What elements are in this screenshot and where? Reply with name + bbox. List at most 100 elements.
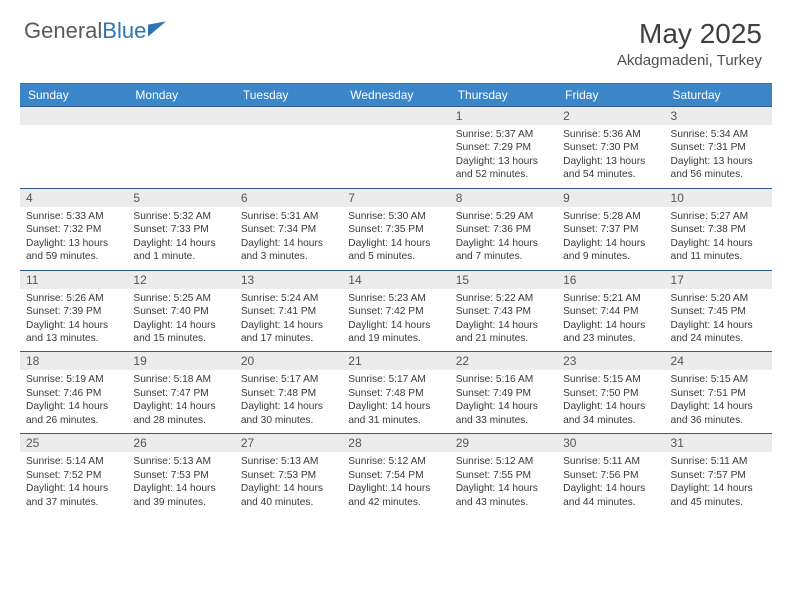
day-body: Sunrise: 5:25 AMSunset: 7:40 PMDaylight:… (127, 289, 234, 352)
logo-text-general: General (24, 18, 102, 43)
day-daylight2: and 1 minute. (133, 250, 228, 263)
day-number-bar: . (127, 106, 234, 125)
day-number: 10 (671, 191, 766, 205)
day-daylight2: and 44 minutes. (563, 496, 658, 509)
day-sunrise: Sunrise: 5:15 AM (563, 373, 658, 386)
day-body: Sunrise: 5:28 AMSunset: 7:37 PMDaylight:… (557, 207, 664, 270)
day-number-bar: 24 (665, 351, 772, 370)
day-daylight1: Daylight: 14 hours (348, 319, 443, 332)
calendar-day-cell: 13Sunrise: 5:24 AMSunset: 7:41 PMDayligh… (235, 270, 342, 352)
day-sunset: Sunset: 7:30 PM (563, 141, 658, 154)
day-body: Sunrise: 5:12 AMSunset: 7:55 PMDaylight:… (450, 452, 557, 515)
day-sunrise: Sunrise: 5:34 AM (671, 128, 766, 141)
day-sunrise: Sunrise: 5:36 AM (563, 128, 658, 141)
day-sunset: Sunset: 7:45 PM (671, 305, 766, 318)
day-number: 15 (456, 273, 551, 287)
day-daylight2: and 33 minutes. (456, 414, 551, 427)
day-body (127, 125, 234, 185)
day-sunset: Sunset: 7:56 PM (563, 469, 658, 482)
day-number: 18 (26, 354, 121, 368)
day-number-bar: 16 (557, 270, 664, 289)
location-subtitle: Akdagmadeni, Turkey (617, 52, 762, 69)
day-daylight2: and 7 minutes. (456, 250, 551, 263)
day-daylight1: Daylight: 14 hours (563, 482, 658, 495)
day-sunset: Sunset: 7:48 PM (348, 387, 443, 400)
calendar-day-cell: 6 Sunrise: 5:31 AMSunset: 7:34 PMDaylight… (235, 188, 342, 270)
day-body: Sunrise: 5:37 AMSunset: 7:29 PMDaylight:… (450, 125, 557, 188)
day-body: Sunrise: 5:24 AMSunset: 7:41 PMDaylight:… (235, 289, 342, 352)
day-body: Sunrise: 5:21 AMSunset: 7:44 PMDaylight:… (557, 289, 664, 352)
weekday-header-cell: Wednesday (342, 84, 449, 106)
day-number-bar: 7 (342, 188, 449, 207)
day-number-bar: 5 (127, 188, 234, 207)
day-number-bar: 8 (450, 188, 557, 207)
calendar-week-row: ....1Sunrise: 5:37 AMSunset: 7:29 PMDayl… (20, 106, 772, 188)
calendar-day-cell: 28Sunrise: 5:12 AMSunset: 7:54 PMDayligh… (342, 433, 449, 515)
day-number-bar: 4 (20, 188, 127, 207)
day-sunrise: Sunrise: 5:14 AM (26, 455, 121, 468)
calendar-day-cell: 1Sunrise: 5:37 AMSunset: 7:29 PMDaylight… (450, 106, 557, 188)
day-sunset: Sunset: 7:54 PM (348, 469, 443, 482)
calendar-day-cell: 12Sunrise: 5:25 AMSunset: 7:40 PMDayligh… (127, 270, 234, 352)
day-sunrise: Sunrise: 5:26 AM (26, 292, 121, 305)
day-daylight1: Daylight: 14 hours (456, 400, 551, 413)
calendar-empty-cell: . (127, 106, 234, 188)
day-daylight1: Daylight: 14 hours (348, 237, 443, 250)
calendar-day-cell: 16Sunrise: 5:21 AMSunset: 7:44 PMDayligh… (557, 270, 664, 352)
day-number: 27 (241, 436, 336, 450)
day-body (342, 125, 449, 185)
calendar-day-cell: 26Sunrise: 5:13 AMSunset: 7:53 PMDayligh… (127, 433, 234, 515)
page-header: GeneralBlue May 2025 Akdagmadeni, Turkey (0, 0, 792, 77)
day-number-bar: 28 (342, 433, 449, 452)
day-sunset: Sunset: 7:37 PM (563, 223, 658, 236)
day-sunrise: Sunrise: 5:24 AM (241, 292, 336, 305)
day-sunrise: Sunrise: 5:31 AM (241, 210, 336, 223)
day-body (20, 125, 127, 185)
day-daylight1: Daylight: 13 hours (671, 155, 766, 168)
day-body: Sunrise: 5:22 AMSunset: 7:43 PMDaylight:… (450, 289, 557, 352)
day-number-bar: 2 (557, 106, 664, 125)
day-body: Sunrise: 5:31 AMSunset: 7:34 PMDaylight:… (235, 207, 342, 270)
day-sunrise: Sunrise: 5:11 AM (563, 455, 658, 468)
day-body: Sunrise: 5:17 AMSunset: 7:48 PMDaylight:… (342, 370, 449, 433)
day-number: 4 (26, 191, 121, 205)
day-sunset: Sunset: 7:35 PM (348, 223, 443, 236)
calendar-day-cell: 27Sunrise: 5:13 AMSunset: 7:53 PMDayligh… (235, 433, 342, 515)
calendar-day-cell: 19Sunrise: 5:18 AMSunset: 7:47 PMDayligh… (127, 351, 234, 433)
day-number-bar: 30 (557, 433, 664, 452)
day-sunset: Sunset: 7:53 PM (133, 469, 228, 482)
day-sunset: Sunset: 7:40 PM (133, 305, 228, 318)
day-number: 28 (348, 436, 443, 450)
day-number: 2 (563, 109, 658, 123)
calendar-day-cell: 18Sunrise: 5:19 AMSunset: 7:46 PMDayligh… (20, 351, 127, 433)
calendar-day-cell: 31Sunrise: 5:11 AMSunset: 7:57 PMDayligh… (665, 433, 772, 515)
day-daylight2: and 45 minutes. (671, 496, 766, 509)
day-daylight1: Daylight: 14 hours (26, 400, 121, 413)
calendar-week-row: 18Sunrise: 5:19 AMSunset: 7:46 PMDayligh… (20, 351, 772, 433)
calendar-day-cell: 14Sunrise: 5:23 AMSunset: 7:42 PMDayligh… (342, 270, 449, 352)
day-daylight1: Daylight: 14 hours (671, 482, 766, 495)
day-daylight2: and 39 minutes. (133, 496, 228, 509)
day-sunrise: Sunrise: 5:13 AM (241, 455, 336, 468)
calendar-day-cell: 20Sunrise: 5:17 AMSunset: 7:48 PMDayligh… (235, 351, 342, 433)
day-number: 5 (133, 191, 228, 205)
day-number: 30 (563, 436, 658, 450)
day-number-bar: 14 (342, 270, 449, 289)
calendar-day-cell: 7Sunrise: 5:30 AMSunset: 7:35 PMDaylight… (342, 188, 449, 270)
day-number: 6 (241, 191, 336, 205)
day-daylight2: and 19 minutes. (348, 332, 443, 345)
day-number-bar: 1 (450, 106, 557, 125)
day-daylight1: Daylight: 14 hours (133, 237, 228, 250)
day-sunset: Sunset: 7:31 PM (671, 141, 766, 154)
day-daylight2: and 9 minutes. (563, 250, 658, 263)
day-sunrise: Sunrise: 5:27 AM (671, 210, 766, 223)
calendar-week-row: 4Sunrise: 5:33 AMSunset: 7:32 PMDaylight… (20, 188, 772, 270)
day-daylight1: Daylight: 14 hours (348, 400, 443, 413)
day-number-bar: 18 (20, 351, 127, 370)
day-body: Sunrise: 5:11 AMSunset: 7:57 PMDaylight:… (665, 452, 772, 515)
calendar-day-cell: 15 Sunrise: 5:22 AMSunset: 7:43 PMDayligh… (450, 270, 557, 352)
weekday-header-cell: Thursday (450, 84, 557, 106)
day-sunrise: Sunrise: 5:28 AM (563, 210, 658, 223)
day-daylight2: and 59 minutes. (26, 250, 121, 263)
day-sunrise: Sunrise: 5:11 AM (671, 455, 766, 468)
